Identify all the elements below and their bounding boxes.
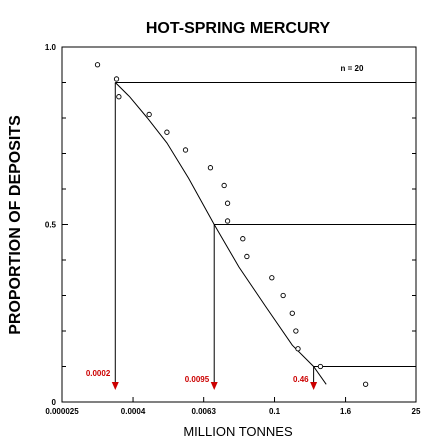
x-tick-label: 0.0063 [191, 407, 216, 416]
percentile-label: 0.0002 [86, 369, 111, 378]
chart-marks: 0.000025 0.0004 0.0063 0.1 1.6 25 0 0.5 1.0 0.000… [45, 43, 421, 416]
x-tick-label: 0.0004 [121, 407, 146, 416]
chart-title: HOT-SPRING MERCURY [146, 20, 331, 37]
data-point [146, 111, 152, 118]
x-tick-label: 25 [412, 407, 421, 416]
y-tick-label: 0.5 [45, 221, 57, 230]
y-axis-label: PROPORTION OF DEPOSITS [7, 115, 24, 335]
data-point [94, 62, 101, 68]
data-point [207, 165, 214, 171]
data-point [362, 381, 369, 387]
percentile-label: 0.46 [293, 375, 309, 384]
fitted-curve [114, 82, 327, 385]
data-point [113, 76, 120, 82]
data-point [317, 363, 324, 370]
x-tick-label: 0.1 [269, 407, 281, 416]
data-point [289, 310, 295, 316]
data-point [244, 253, 250, 260]
data-point [280, 292, 286, 299]
data-point [224, 200, 231, 206]
data-point [295, 346, 301, 352]
data-point [221, 182, 227, 189]
data-point [269, 275, 275, 281]
x-tick-label: 1.6 [340, 407, 352, 416]
percentile-arrow [210, 382, 218, 390]
x-axis-label: MILLION TONNES [183, 424, 293, 439]
n-label: n = 20 [341, 64, 364, 73]
percentile-arrow [111, 382, 119, 390]
percentile-label: 0.0095 [185, 375, 210, 384]
y-tick-label: 0 [52, 398, 57, 407]
y-tick-label: 1.0 [45, 43, 57, 52]
data-point [224, 218, 231, 224]
data-point [164, 129, 170, 135]
data-point [182, 147, 189, 153]
percentile-arrow [310, 382, 318, 390]
data-point [240, 236, 246, 242]
data-point [293, 328, 299, 334]
data-point [116, 94, 122, 100]
x-tick-label: 0.000025 [45, 407, 79, 416]
